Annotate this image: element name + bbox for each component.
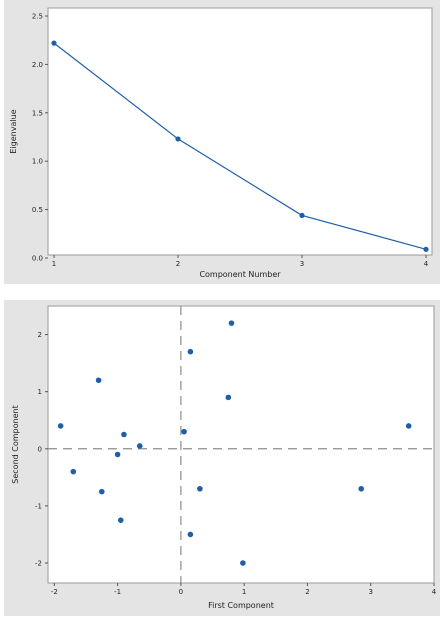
data-point: [117, 517, 124, 523]
y-tick-label: 0.5: [32, 206, 43, 214]
y-axis-title: Eigenvalue: [9, 109, 18, 153]
x-tick-label: 2: [305, 588, 309, 596]
y-tick-label: 1.0: [32, 158, 43, 166]
y-tick-label: 1: [38, 388, 42, 396]
data-point: [228, 320, 235, 326]
scree-plot-panel: 0.0 0.5 1.0 1.5 2.0 2.5 1 2 3 4 Component Number Ei…: [4, 0, 440, 284]
y-tick-label: -2: [35, 560, 42, 568]
data-point: [358, 485, 365, 492]
x-tick-label: 3: [300, 260, 304, 268]
series-line: [53, 42, 427, 250]
data-point: [175, 136, 181, 142]
x-tick-label: 4: [432, 588, 437, 596]
data-point: [299, 212, 305, 219]
x-tick-label: 2: [176, 260, 180, 268]
x-tick-label: -2: [51, 588, 58, 596]
y-tick-label: 0: [38, 445, 42, 453]
data-point: [121, 431, 127, 438]
data-point: [187, 348, 194, 355]
y-tick-label: 2.0: [32, 61, 43, 69]
data-point: [95, 377, 102, 384]
data-point: [181, 428, 187, 435]
x-tick-label: 1: [52, 260, 56, 268]
data-point: [114, 451, 121, 458]
x-tick-label: 1: [242, 588, 246, 596]
x-axis-title: First Component: [208, 601, 274, 610]
x-tick-label: 4: [424, 260, 429, 268]
data-point: [98, 488, 105, 495]
data-point: [51, 40, 57, 46]
y-tick-label: 1.5: [32, 109, 43, 117]
data-point: [197, 485, 203, 492]
data-point: [225, 394, 232, 401]
plot-area: [47, 7, 433, 256]
x-tick-label: -1: [114, 588, 121, 596]
y-tick-label: 0.0: [32, 255, 43, 263]
data-point: [57, 423, 64, 429]
data-point: [136, 443, 143, 449]
score-plot: -2 -1 0 1 2 -2 -1 0 1 2 3 4 First Component Second Co…: [11, 305, 437, 610]
score-plot-panel: -2 -1 0 1 2 -2 -1 0 1 2 3 4 First Component Second Co…: [4, 300, 440, 616]
data-point: [187, 531, 194, 538]
x-tick-label: 0: [179, 588, 183, 596]
data-point: [423, 246, 429, 252]
y-axis-title: Second Component: [11, 405, 20, 483]
x-axis-title: Component Number: [199, 270, 281, 279]
data-point: [405, 423, 412, 429]
y-tick-label: -1: [35, 502, 42, 510]
plot-area: [47, 305, 435, 584]
data-point: [240, 560, 246, 566]
data-point: [70, 468, 77, 475]
x-tick-label: 3: [368, 588, 372, 596]
y-tick-label: 2.5: [32, 13, 43, 21]
scree-plot: 0.0 0.5 1.0 1.5 2.0 2.5 1 2 3 4 Component Number Ei…: [9, 7, 433, 279]
y-tick-label: 2: [38, 331, 42, 339]
